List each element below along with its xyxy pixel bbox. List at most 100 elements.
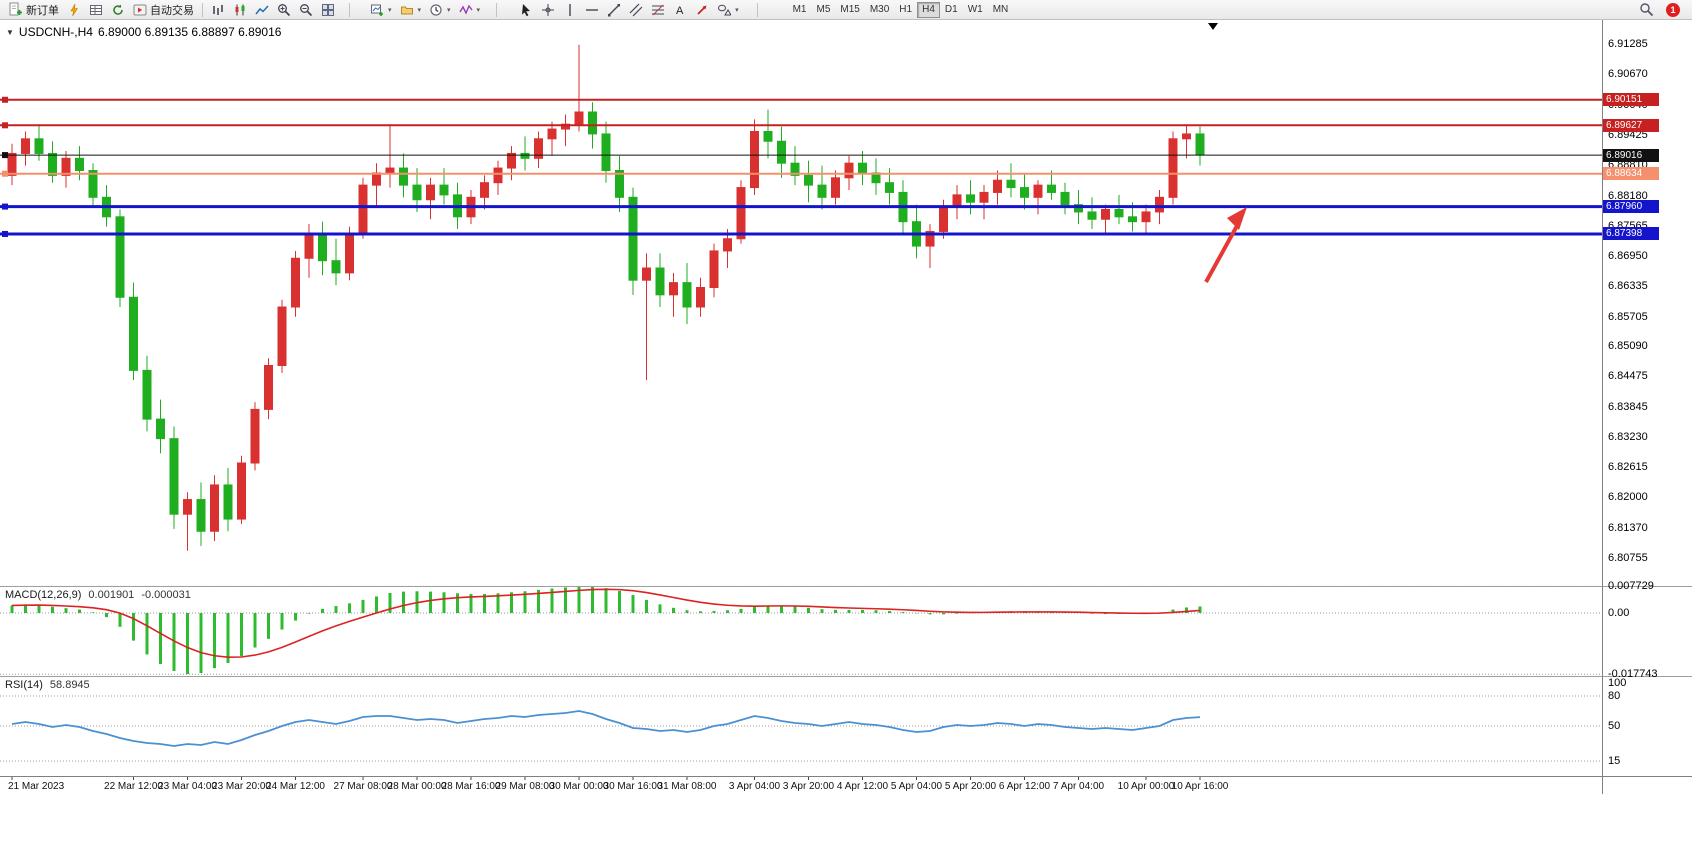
line-chart-button[interactable] bbox=[251, 1, 273, 19]
candle-body bbox=[183, 499, 192, 515]
candle-body bbox=[102, 196, 111, 218]
candle-body bbox=[61, 157, 71, 176]
price-line-handle bbox=[2, 122, 8, 129]
zoom-out-button[interactable] bbox=[295, 1, 317, 19]
timeframe-m5-button[interactable]: M5 bbox=[811, 2, 835, 18]
candle-body bbox=[453, 194, 462, 218]
candle-body bbox=[223, 484, 233, 520]
chevron-down-icon: ▾ bbox=[476, 6, 481, 14]
candle-body bbox=[1101, 209, 1110, 220]
annotation-arrow bbox=[1204, 223, 1240, 283]
candle-chart-button[interactable] bbox=[229, 1, 251, 19]
price-axis[interactable]: 6.912856.906706.900406.894256.888106.881… bbox=[1602, 20, 1692, 794]
candle-body bbox=[88, 170, 98, 198]
autotrading-button[interactable]: 自动交易 bbox=[129, 1, 198, 19]
text-button[interactable]: A bbox=[669, 1, 691, 19]
shapes-button[interactable]: ▾ bbox=[713, 1, 743, 19]
candle-body bbox=[264, 365, 273, 410]
candle-body bbox=[736, 187, 746, 240]
candle-body bbox=[993, 179, 1002, 193]
timeframe-m15-button[interactable]: M15 bbox=[835, 2, 864, 18]
time-axis-label: 4 Apr 12:00 bbox=[836, 781, 889, 792]
trendline-icon bbox=[608, 3, 621, 16]
time-axis[interactable]: 21 Mar 2023 22 Mar 12:00 23 Mar 04:00 23 Ma… bbox=[0, 777, 1692, 797]
trendline-button[interactable] bbox=[603, 1, 625, 19]
new-order-button[interactable]: 新订单 bbox=[4, 1, 63, 19]
tile-windows-button[interactable] bbox=[317, 1, 339, 19]
time-axis-label: 29 Mar 08:00 bbox=[495, 781, 555, 792]
vertical-line-button[interactable] bbox=[559, 1, 581, 19]
chart-ohlc-label: 6.89000 6.89135 6.88897 6.89016 bbox=[97, 25, 282, 39]
timeframe-m30-button[interactable]: M30 bbox=[865, 2, 894, 18]
new-chart-button[interactable]: ▾ bbox=[366, 1, 396, 19]
shapes-icon bbox=[718, 4, 732, 15]
candle-body bbox=[466, 196, 476, 218]
candle-body bbox=[21, 138, 30, 154]
macd-main-value: 0.001901 bbox=[88, 589, 135, 601]
quick-trade-button[interactable] bbox=[63, 1, 85, 19]
tile-windows-icon bbox=[322, 3, 334, 16]
price-line-handle bbox=[2, 96, 8, 103]
period-button[interactable]: ▾ bbox=[425, 1, 455, 19]
search-button[interactable] bbox=[1635, 1, 1658, 19]
rsi-line bbox=[11, 710, 1201, 747]
timeframe-h1-button[interactable]: H1 bbox=[894, 2, 917, 18]
price-axis-label: 6.86950 bbox=[1608, 249, 1648, 262]
fibonacci-button[interactable] bbox=[647, 1, 669, 19]
candle-body bbox=[790, 162, 800, 176]
new-order-label: 新订单 bbox=[26, 4, 59, 17]
rsi-name: RSI(14) bbox=[5, 679, 43, 691]
candle-body bbox=[439, 184, 449, 196]
candle-body bbox=[588, 111, 597, 135]
price-axis-separator bbox=[1602, 20, 1603, 794]
pane-separator-rsi[interactable] bbox=[0, 676, 1692, 677]
lightning-icon bbox=[70, 3, 78, 16]
arrow-tool-button[interactable] bbox=[691, 1, 713, 19]
new-order-icon bbox=[9, 2, 22, 16]
chart-title: ▼ USDCNH-,H4 6.89000 6.89135 6.88897 6.8… bbox=[6, 25, 281, 39]
horizontal-line-button[interactable] bbox=[581, 1, 603, 19]
timeframe-d1-button[interactable]: D1 bbox=[940, 2, 963, 18]
candle-body bbox=[1060, 191, 1070, 206]
timeframe-h4-button[interactable]: H4 bbox=[917, 1, 940, 18]
pane-separator-macd[interactable] bbox=[0, 586, 1692, 587]
macd-axis-label: -0.017743 bbox=[1608, 668, 1658, 681]
indicators-button[interactable]: ▾ bbox=[455, 1, 485, 19]
price-axis-label: 6.82000 bbox=[1608, 491, 1648, 504]
candle-body bbox=[196, 499, 206, 532]
candle-body bbox=[48, 152, 57, 176]
price-axis-label: 6.89425 bbox=[1608, 129, 1648, 142]
toolbar-separator bbox=[496, 2, 498, 17]
market-watch-button[interactable] bbox=[85, 1, 107, 19]
candle-body bbox=[561, 123, 570, 130]
profiles-button[interactable]: ▾ bbox=[396, 1, 426, 19]
autotrading-label: 自动交易 bbox=[150, 4, 194, 17]
candle-body bbox=[318, 233, 327, 262]
one-click-trading-toggle[interactable]: ▼ bbox=[6, 27, 14, 37]
candle-body bbox=[75, 157, 84, 171]
candle-body bbox=[426, 184, 435, 201]
refresh-button[interactable] bbox=[107, 1, 129, 19]
timeframe-mn-button[interactable]: MN bbox=[988, 2, 1014, 18]
candle-body bbox=[898, 191, 908, 223]
timeframe-w1-button[interactable]: W1 bbox=[963, 2, 988, 18]
candle-body bbox=[952, 194, 962, 208]
candle-body bbox=[291, 257, 300, 308]
candle-body bbox=[642, 267, 651, 281]
rsi-axis-label: 80 bbox=[1608, 690, 1621, 702]
channel-button[interactable] bbox=[625, 1, 647, 19]
timeframe-m1-button[interactable]: M1 bbox=[788, 2, 812, 18]
cursor-button[interactable] bbox=[515, 1, 537, 19]
time-axis-label: 10 Apr 00:00 bbox=[1117, 781, 1175, 792]
bar-chart-button[interactable] bbox=[207, 1, 229, 19]
candle-body bbox=[210, 484, 219, 532]
zoom-in-button[interactable] bbox=[273, 1, 295, 19]
candle-body bbox=[804, 174, 813, 186]
candle-body bbox=[871, 172, 881, 184]
candle-body bbox=[1114, 209, 1124, 218]
crosshair-button[interactable] bbox=[537, 1, 559, 19]
time-axis-label: 30 Mar 16:00 bbox=[603, 781, 663, 792]
notification-badge[interactable]: 1 bbox=[1666, 2, 1680, 17]
folder-icon bbox=[400, 6, 413, 14]
candle-body bbox=[1033, 184, 1043, 198]
